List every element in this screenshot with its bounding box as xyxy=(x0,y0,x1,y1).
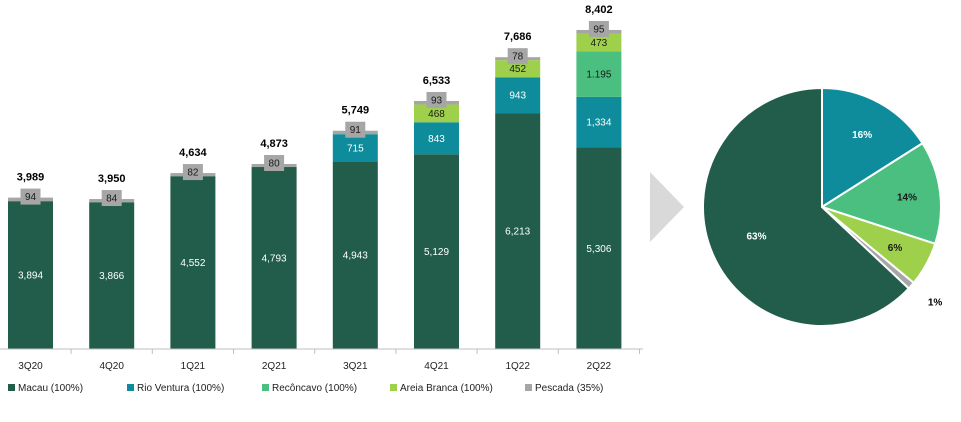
x-tick-label: 4Q21 xyxy=(424,361,449,372)
data-label: 943 xyxy=(509,91,526,102)
x-tick-label: 3Q21 xyxy=(343,361,368,372)
legend-label: Recôncavo (100%) xyxy=(272,383,357,394)
data-label: 84 xyxy=(106,194,118,205)
data-label-box xyxy=(345,121,366,138)
x-tick-label: 4Q20 xyxy=(99,361,124,372)
bar-segment xyxy=(89,202,135,349)
bar-segment xyxy=(576,33,622,52)
total-label: 4,873 xyxy=(260,138,288,150)
data-label: 843 xyxy=(428,134,445,145)
total-label: 8,402 xyxy=(585,4,613,16)
arrow-right-icon xyxy=(650,172,684,242)
data-label: 473 xyxy=(591,38,608,49)
bar-segment xyxy=(414,154,459,349)
total-label: 7,686 xyxy=(504,31,532,43)
data-label: 4,943 xyxy=(343,251,368,262)
x-tick-label: 2Q22 xyxy=(587,361,612,372)
data-label-box xyxy=(426,91,447,108)
legend-label: Areia Branca (100%) xyxy=(400,383,493,394)
data-label: 452 xyxy=(509,64,526,75)
data-label: 82 xyxy=(187,168,199,179)
data-label: 1.195 xyxy=(586,70,611,81)
bar-segment xyxy=(495,60,541,78)
bar-segment xyxy=(576,51,622,97)
legend-swatch xyxy=(262,384,269,391)
data-label: 78 xyxy=(512,52,524,63)
data-label: 94 xyxy=(25,192,37,203)
total-label: 4,634 xyxy=(179,147,207,159)
pie-label: 1% xyxy=(928,297,943,308)
x-tick-label: 1Q21 xyxy=(181,361,206,372)
pie-slice xyxy=(821,86,924,209)
pie-slice xyxy=(819,141,942,246)
data-label-box xyxy=(20,188,41,205)
legend-swatch xyxy=(8,384,15,391)
bar-segment xyxy=(414,122,459,155)
data-label: 3,894 xyxy=(18,271,43,282)
legend-swatch xyxy=(525,384,532,391)
data-label: 715 xyxy=(347,143,364,154)
data-label: 3,866 xyxy=(99,271,124,282)
data-label-box xyxy=(507,48,528,65)
legend-label: Rio Ventura (100%) xyxy=(137,383,224,394)
bar-segment xyxy=(495,77,541,114)
bar-segment xyxy=(332,134,378,162)
legend-label: Pescada (35%) xyxy=(535,383,603,394)
total-label: 6,533 xyxy=(423,75,451,87)
chart-legend: Macau (100%) Rio Ventura (100%) Recôncavo … xyxy=(8,383,603,394)
data-label: 468 xyxy=(428,109,445,120)
bar-segment xyxy=(8,201,53,349)
pie-label: 6% xyxy=(888,243,903,254)
data-label: 93 xyxy=(431,95,443,106)
bar-segment xyxy=(576,147,622,349)
data-label: 95 xyxy=(593,24,605,35)
pie-label: 63% xyxy=(746,231,766,242)
data-label: 4,552 xyxy=(180,258,205,269)
bar-segment xyxy=(414,104,459,123)
total-label: 5,749 xyxy=(342,105,370,117)
bar-segment xyxy=(332,161,378,349)
legend-swatch xyxy=(127,384,134,391)
bar-segment xyxy=(576,96,622,148)
legend-swatch xyxy=(390,384,397,391)
stacked-bar-chart: 3,894 94 3,989 3,866 84 3,950 4,552 82 4,634 4,79… xyxy=(8,4,622,349)
pie-chart: 16% 14% 6% 1% 63% xyxy=(702,86,943,327)
data-label: 5,306 xyxy=(586,244,611,255)
data-label-box xyxy=(101,190,122,207)
data-label: 91 xyxy=(350,125,362,136)
data-label: 5,129 xyxy=(424,247,449,258)
data-label: 80 xyxy=(269,158,281,169)
data-label-box xyxy=(182,164,203,181)
x-tick-label: 2Q21 xyxy=(262,361,287,372)
bar-segment xyxy=(251,167,297,349)
bar-segment xyxy=(170,176,216,349)
data-label-box xyxy=(264,154,285,171)
data-label: 4,793 xyxy=(262,254,287,265)
pie-slice xyxy=(702,86,911,327)
data-label: 1,334 xyxy=(586,118,611,129)
data-label-box xyxy=(588,20,609,37)
data-label: 6,213 xyxy=(505,227,530,238)
pie-label: 14% xyxy=(897,192,917,203)
x-tick-label: 3Q20 xyxy=(18,361,43,372)
total-label: 3,989 xyxy=(17,172,45,184)
x-tick-label: 1Q22 xyxy=(505,361,530,372)
total-label: 3,950 xyxy=(98,173,126,185)
legend-label: Macau (100%) xyxy=(18,383,83,394)
x-axis-ticks: 3Q20 4Q20 1Q21 2Q21 3Q21 4Q21 1Q22 2Q22 xyxy=(18,349,640,372)
pie-label: 16% xyxy=(852,130,872,141)
bar-segment xyxy=(495,113,541,349)
